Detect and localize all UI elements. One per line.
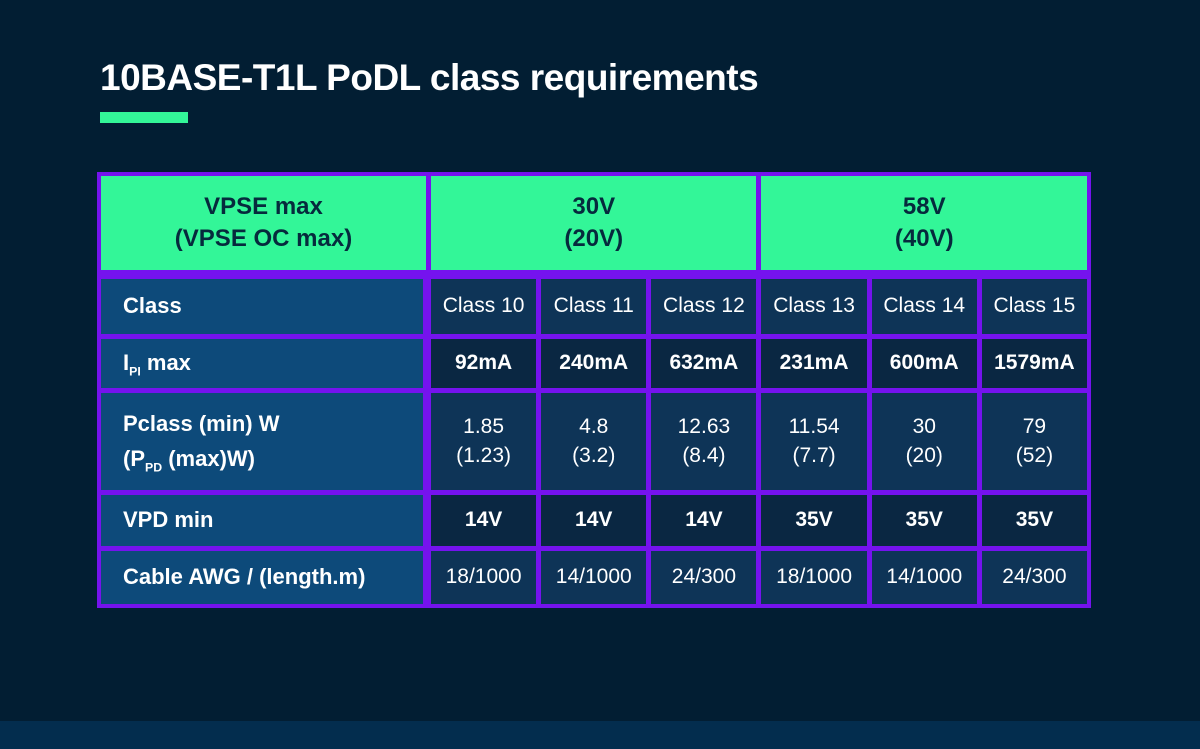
page-title: 10BASE-T1L PoDL class requirements xyxy=(100,57,759,98)
footer-band xyxy=(0,721,1200,749)
cell-class-11: Class 11 xyxy=(541,279,647,334)
cell-cable-class14: 14/1000 xyxy=(871,551,977,604)
pclass-min: 12.63 xyxy=(677,415,731,439)
cell-pclass-class10: 1.85 (1.23) xyxy=(431,393,537,490)
cell-cable-class13: 18/1000 xyxy=(761,551,867,604)
header-line: (40V) xyxy=(894,225,954,252)
label-subscript: PI xyxy=(129,364,141,379)
pclass-min: 4.8 xyxy=(579,415,609,439)
row-label-text: VPD min xyxy=(123,507,214,533)
title-accent-bar xyxy=(100,112,188,123)
ppd-max: (1.23) xyxy=(456,443,511,467)
cell-class-12: Class 12 xyxy=(651,279,757,334)
row-label-line2: (PPD (max)W) xyxy=(123,442,423,476)
ppd-max: (52) xyxy=(1015,443,1054,467)
label-subscript: PD xyxy=(145,459,163,474)
row-label-text: Class xyxy=(123,293,182,319)
cell-cable-class15: 24/300 xyxy=(981,551,1087,604)
row-label-cable-awg: Cable AWG / (length.m) xyxy=(101,551,423,604)
cell-vpd-class10: 14V xyxy=(431,495,537,546)
header-cell-vpse-max: VPSE max (VPSE OC max) xyxy=(101,176,426,270)
row-label-line1: Pclass (min) W xyxy=(123,411,280,437)
header-cell-58v: 58V (40V) xyxy=(761,176,1087,270)
cell-vpd-class14: 35V xyxy=(871,495,977,546)
cell-vpd-class15: 35V xyxy=(981,495,1087,546)
row-label-ipi-max: IPI max xyxy=(101,339,423,388)
label-fragment: (max)W) xyxy=(162,445,255,471)
header-line: (VPSE OC max) xyxy=(174,225,353,252)
ppd-max: (8.4) xyxy=(682,443,726,467)
cell-pclass-class14: 30 (20) xyxy=(871,393,977,490)
cell-class-10: Class 10 xyxy=(431,279,537,334)
ppd-max: (7.7) xyxy=(792,443,836,467)
pclass-min: 79 xyxy=(1022,415,1047,439)
cell-vpd-class11: 14V xyxy=(541,495,647,546)
cell-cable-class12: 24/300 xyxy=(651,551,757,604)
label-fragment: I xyxy=(123,350,130,376)
label-fragment: max xyxy=(140,350,191,376)
pclass-min: 1.85 xyxy=(463,415,505,439)
row-label-vpd-min: VPD min xyxy=(101,495,423,546)
cell-pclass-class12: 12.63 (8.4) xyxy=(651,393,757,490)
cell-class-14: Class 14 xyxy=(871,279,977,334)
header-line: 30V xyxy=(572,193,616,221)
podl-class-requirements-table: VPSE max (VPSE OC max) 30V (20V) 58V (40… xyxy=(97,172,1091,608)
cell-cable-class11: 14/1000 xyxy=(541,551,647,604)
cell-ipi-class10: 92mA xyxy=(431,339,537,388)
cell-class-15: Class 15 xyxy=(981,279,1087,334)
cell-ipi-class13: 231mA xyxy=(761,339,867,388)
row-label-pclass: Pclass (min) W (PPD (max)W) xyxy=(101,393,423,490)
header-cell-30v: 30V (20V) xyxy=(431,176,757,270)
row-label-class: Class xyxy=(101,279,423,334)
row-label-text: Cable AWG / (length.m) xyxy=(123,564,366,590)
cell-class-13: Class 13 xyxy=(761,279,867,334)
cell-vpd-class13: 35V xyxy=(761,495,867,546)
cell-ipi-class11: 240mA xyxy=(541,339,647,388)
row-label-text: IPI max xyxy=(123,346,423,380)
header-line: 58V xyxy=(902,193,946,221)
ppd-max: (20) xyxy=(905,443,943,467)
cell-pclass-class15: 79 (52) xyxy=(981,393,1087,490)
cell-vpd-class12: 14V xyxy=(651,495,757,546)
cell-ipi-class12: 632mA xyxy=(651,339,757,388)
ppd-max: (3.2) xyxy=(572,443,616,467)
cell-pclass-class11: 4.8 (3.2) xyxy=(541,393,647,490)
header-line: VPSE max xyxy=(204,193,323,221)
pclass-min: 11.54 xyxy=(788,415,840,439)
cell-ipi-class15: 1579mA xyxy=(981,339,1087,388)
header-line: (20V) xyxy=(564,225,624,252)
label-fragment: (P xyxy=(123,445,145,471)
cell-ipi-class14: 600mA xyxy=(871,339,977,388)
cell-pclass-class13: 11.54 (7.7) xyxy=(761,393,867,490)
cell-cable-class10: 18/1000 xyxy=(431,551,537,604)
pclass-min: 30 xyxy=(912,415,936,439)
